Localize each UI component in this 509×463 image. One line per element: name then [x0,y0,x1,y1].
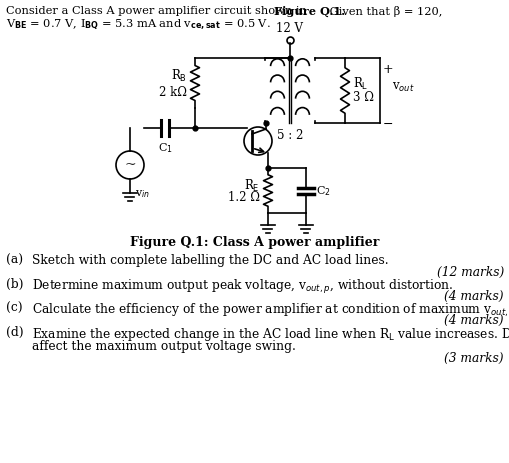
Text: ~: ~ [124,158,135,172]
Text: 12 V: 12 V [276,22,303,35]
Text: (b): (b) [6,277,23,290]
Text: Figure Q.1: Class A power amplifier: Figure Q.1: Class A power amplifier [130,236,379,249]
Text: Given that β = 120,: Given that β = 120, [325,6,441,17]
Text: 3 Ω: 3 Ω [352,91,373,104]
Text: affect the maximum output voltage swing.: affect the maximum output voltage swing. [32,339,295,352]
Text: R$_\mathrm{E}$: R$_\mathrm{E}$ [244,177,260,193]
Text: 2 kΩ: 2 kΩ [159,85,187,98]
Text: C$_1$: C$_1$ [157,141,172,155]
Text: 5 : 2: 5 : 2 [276,129,302,142]
Text: Examine the expected change in the AC load line when R$_\mathrm{L}$ value increa: Examine the expected change in the AC lo… [32,325,509,342]
Text: Sketch with complete labelling the DC and AC load lines.: Sketch with complete labelling the DC an… [32,253,388,266]
Text: (4 marks): (4 marks) [444,313,503,326]
Text: (a): (a) [6,253,23,266]
Text: (12 marks): (12 marks) [436,265,503,278]
Text: v$_\mathit{in}$: v$_\mathit{in}$ [135,188,150,200]
Text: v$_\mathit{out}$: v$_\mathit{out}$ [391,81,414,94]
Text: −: − [382,118,393,131]
Text: (c): (c) [6,301,22,314]
Text: (d): (d) [6,325,23,338]
Text: (4 marks): (4 marks) [444,289,503,302]
Text: Figure Q.1.: Figure Q.1. [273,6,345,17]
Text: V$_\mathbf{BE}$ = 0.7 V, I$_\mathbf{BQ}$ = 5.3 mA and v$_\mathbf{ce,sat}$ = 0.5 : V$_\mathbf{BE}$ = 0.7 V, I$_\mathbf{BQ}$… [6,18,270,32]
Text: Calculate the efficiency of the power amplifier at condition of maximum v$_\math: Calculate the efficiency of the power am… [32,301,509,319]
Text: +: + [382,63,393,76]
Text: Consider a Class A power amplifier circuit shown in: Consider a Class A power amplifier circu… [6,6,310,16]
Text: Determine maximum output peak voltage, v$_\mathit{out,p}$, without distortion.: Determine maximum output peak voltage, v… [32,277,453,295]
Text: (3 marks): (3 marks) [444,351,503,364]
Text: R$_\mathrm{L}$: R$_\mathrm{L}$ [352,75,367,91]
Text: 1.2 Ω: 1.2 Ω [228,191,260,204]
Text: C$_2$: C$_2$ [316,184,330,198]
Text: R$_\mathrm{B}$: R$_\mathrm{B}$ [171,68,187,84]
